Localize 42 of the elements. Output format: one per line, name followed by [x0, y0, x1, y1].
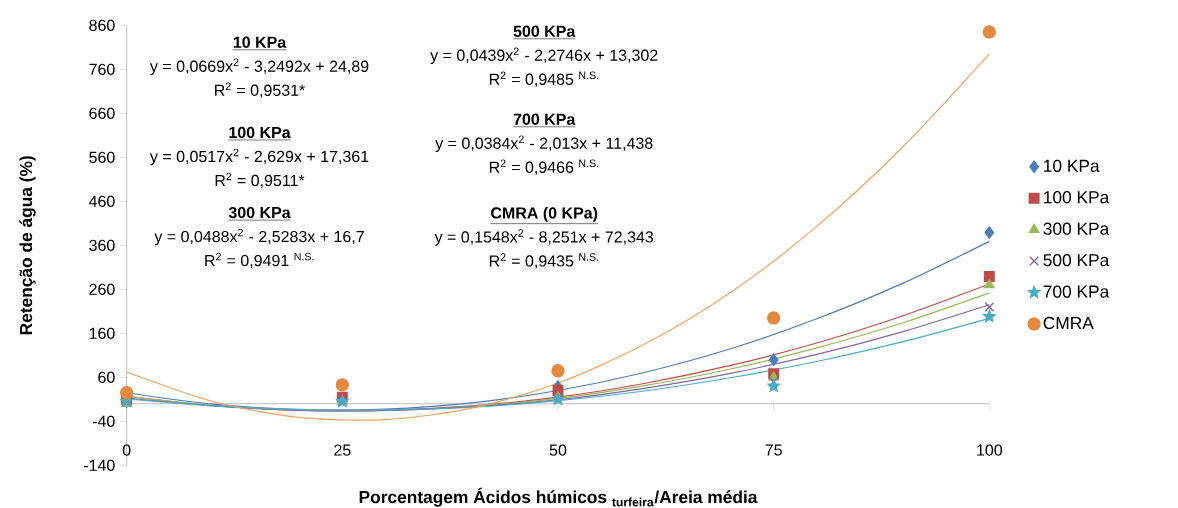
annotation: y = 0,0517x$^{2}$ - 2,629x + 17,361 — [149, 148, 369, 166]
annotation: y = 0,0439x$^{2}$ - 2,2746x + 13,302 — [430, 47, 658, 65]
x-tick-label: 75 — [765, 444, 782, 456]
annotation: 10 KPa — [233, 36, 287, 48]
y-tick-label: 260 — [89, 283, 115, 295]
annotation: 300 KPa — [228, 206, 291, 219]
y-tick-label: 860 — [89, 19, 115, 31]
y-tick-label: 560 — [89, 151, 115, 163]
annotation: y = 0,0669x$^{2}$ - 3,2492x + 24,89 — [149, 58, 369, 76]
y-tick-label: -40 — [92, 415, 115, 427]
y-tick-label: 460 — [88, 195, 115, 207]
legend-label: 300 KPa — [1043, 222, 1110, 235]
legend-label: 10 KPa — [1044, 159, 1100, 172]
legend-label: CMRA — [1043, 316, 1094, 330]
y-tick-label: 660 — [89, 107, 115, 119]
annotation: CMRA (0 KPa) — [491, 206, 598, 222]
y-tick-label: 760 — [89, 63, 115, 75]
annotation: R$^{2}$ = 0,9466 $^{N.S.}$ — [489, 159, 599, 175]
annotation: 700 KPa — [513, 113, 576, 125]
y-tick-label: -140 — [83, 459, 115, 471]
legend-label: 500 KPa — [1043, 253, 1110, 267]
annotation: 100 KPa — [229, 126, 291, 139]
legend-label: 700 KPa — [1043, 285, 1110, 298]
annotation: 500 KPa — [513, 25, 576, 37]
annotation: R$^{2}$ = 0,9435 $^{N.S.}$ — [489, 253, 599, 269]
y-tick-label: 360 — [89, 239, 115, 251]
legend-label: 100 KPa — [1044, 191, 1110, 204]
y-axis-title: Retenção de água (%) — [19, 156, 36, 335]
x-tick-label: 0 — [122, 444, 131, 456]
y-tick-label: 160 — [89, 327, 115, 339]
annotation: y = 0,1548x$^{2}$ - 8,251x + 72,343 — [434, 229, 654, 246]
annotation: R$^{2}$ = 0,9531* — [215, 82, 306, 98]
x-tick-label: 100 — [977, 444, 1003, 456]
y-tick-label: 60 — [98, 371, 115, 383]
annotation: R$^{2}$ = 0,9485 $^{N.S.}$ — [489, 71, 599, 87]
x-tick-label: 50 — [549, 444, 567, 456]
annotation: R$^{2}$ = 0,9491 $^{N.S.}$ — [205, 252, 314, 269]
annotation: y = 0,0488x$^{2}$ - 2,5283x + 16,7 — [154, 228, 364, 246]
x-tick-label: 25 — [334, 444, 351, 456]
x-axis-title: Porcentagem Ácidos húmicos $_{turfeira}$/Areia média — [359, 487, 758, 507]
annotation: R$^{2}$ = 0,9511* — [215, 172, 305, 189]
annotation: y = 0,0384x$^{2}$ - 2,013x + 11,438 — [435, 135, 653, 153]
